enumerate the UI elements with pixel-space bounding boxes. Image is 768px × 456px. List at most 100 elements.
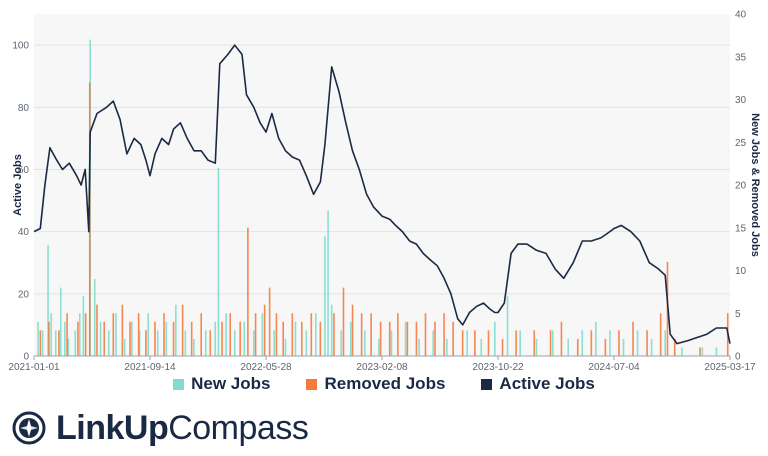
new-jobs-bar (233, 330, 236, 356)
removed-jobs-bar (121, 304, 124, 356)
removed-jobs-bar (443, 313, 445, 356)
new-jobs-bar (74, 330, 77, 356)
removed-jobs-bar (275, 313, 278, 356)
new-jobs-bar (595, 321, 597, 356)
new-jobs-bar (294, 321, 297, 356)
removed-jobs-bar (333, 313, 335, 356)
new-jobs-bar (609, 330, 611, 356)
removed-jobs-bar (221, 321, 223, 356)
new-jobs-bar (252, 330, 255, 356)
removed-jobs-bar (39, 330, 42, 356)
removed-jobs-bar (618, 330, 620, 356)
new-jobs-bar (82, 296, 85, 356)
new-jobs-bar (107, 330, 110, 356)
y-right-tick-label: 15 (735, 223, 747, 234)
removed-jobs-bar (487, 330, 490, 356)
new-jobs-bar (480, 338, 483, 356)
removed-jobs-bar (461, 330, 464, 356)
new-jobs-bar (701, 347, 704, 356)
new-jobs-bar (330, 304, 333, 356)
new-jobs-bar (193, 338, 195, 356)
removed-jobs-bar (291, 313, 294, 356)
y-left-tick-label: 80 (18, 103, 30, 114)
y-right-tick-label: 25 (735, 138, 747, 149)
new-jobs-bar (204, 330, 207, 356)
x-tick-label: 2024-07-04 (588, 362, 640, 372)
new-jobs-bar (519, 330, 522, 356)
new-jobs-bar (261, 313, 264, 356)
new-jobs-bar (78, 313, 81, 356)
removed-jobs-bar (263, 304, 266, 356)
active-jobs-swatch (481, 378, 493, 390)
legend-item-new-jobs[interactable]: New Jobs (173, 374, 270, 394)
legend-item-removed-jobs[interactable]: Removed Jobs (306, 374, 445, 394)
removed-jobs-bar (370, 313, 372, 356)
new-jobs-bar (363, 330, 366, 356)
new-jobs-bar (432, 330, 435, 356)
removed-jobs-bar (501, 338, 504, 356)
legend-item-active-jobs[interactable]: Active Jobs (481, 374, 595, 394)
new-jobs-bar (217, 167, 220, 356)
new-jobs-bar (214, 321, 217, 356)
new-jobs-bar (324, 236, 326, 356)
removed-jobs-bar (254, 313, 257, 356)
new-jobs-bar (340, 330, 343, 356)
removed-jobs-bar (103, 321, 106, 356)
new-jobs-bar (64, 321, 66, 356)
removed-jobs-bar (268, 287, 271, 356)
removed-jobs-bar (172, 321, 175, 356)
removed-jobs-bar (200, 313, 203, 356)
removed-jobs-bar (424, 313, 427, 356)
new-jobs-bar (681, 347, 683, 356)
removed-jobs-bar (560, 321, 563, 356)
removed-jobs-bar (84, 313, 87, 356)
removed-jobs-bar (604, 338, 607, 356)
new-jobs-bar (123, 338, 126, 356)
x-tick-label: 2021-09-14 (124, 362, 176, 372)
new-jobs-bar (552, 330, 554, 356)
y-right-tick-label: 5 (735, 309, 741, 320)
new-jobs-bar (67, 338, 70, 356)
y-left-tick-label: 100 (12, 41, 29, 52)
removed-jobs-bar (659, 313, 662, 356)
new-jobs-bar (418, 338, 420, 356)
compass-logo-icon (12, 411, 46, 445)
y-left-tick-label: 20 (18, 289, 30, 300)
new-jobs-bar (59, 287, 62, 356)
new-jobs-bar (184, 330, 187, 356)
y-right-axis-title: New Jobs & Removed Jobs (749, 113, 761, 257)
removed-jobs-bar (129, 321, 131, 356)
removed-jobs-bar (673, 338, 676, 356)
removed-jobs-bar (112, 313, 115, 356)
new-jobs-bar (349, 321, 352, 356)
y-right-tick-label: 30 (735, 95, 747, 106)
removed-jobs-bar (415, 321, 418, 356)
removed-jobs-bar (452, 321, 454, 356)
new-jobs-bar (37, 321, 39, 356)
removed-jobs-bar (646, 330, 648, 356)
brand-name-bold: LinkUp (56, 409, 169, 447)
new-jobs-bar (567, 338, 570, 356)
removed-jobs-bar (342, 287, 345, 356)
removed-jobs-bar (699, 347, 701, 356)
new-jobs-bar (715, 347, 718, 356)
y-right-tick-label: 40 (735, 10, 747, 21)
removed-jobs-bar (590, 330, 593, 356)
new-jobs-swatch (173, 378, 185, 390)
new-jobs-bar (494, 321, 496, 356)
legend-label-new-jobs: New Jobs (191, 374, 271, 393)
x-tick-label: 2023-10-22 (472, 362, 524, 372)
y-right-tick-label: 20 (735, 181, 747, 192)
new-jobs-bar (225, 313, 227, 356)
removed-jobs-bar (163, 313, 165, 356)
new-jobs-bar (622, 338, 625, 356)
removed-jobs-bar (319, 321, 322, 356)
removed-jobs-bar (137, 313, 140, 356)
removed-jobs-bar (406, 321, 409, 356)
removed-jobs-bar (360, 313, 363, 356)
removed-jobs-bar (58, 330, 60, 356)
chart-legend: New Jobs Removed Jobs Active Jobs (0, 374, 768, 394)
new-jobs-bar (54, 330, 57, 356)
removed-jobs-bar (351, 304, 354, 356)
plot-background (34, 14, 730, 356)
